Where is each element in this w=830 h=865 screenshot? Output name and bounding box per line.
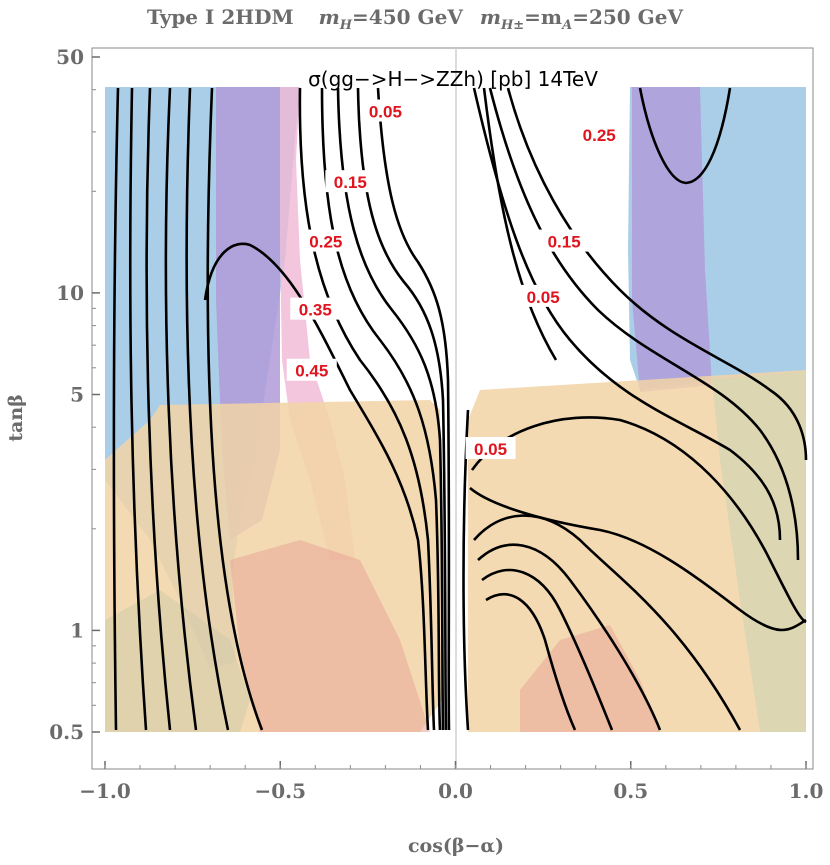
contour-line [206,87,264,731]
contour-lines [112,87,808,731]
x-tick-label: 0.5 [613,779,648,803]
contour-line [469,487,807,632]
purple-region-right [632,87,712,392]
y-tick-label: 1 [70,618,84,642]
contour-label-bg [325,170,376,193]
contour-line [185,87,230,731]
y-axis-label: tanβ [5,394,27,442]
x-tick-label: −0.5 [254,779,306,803]
contour-line [485,593,577,731]
x-tick-label: 1.0 [789,779,824,803]
contour-label-bg [465,437,516,460]
x-tick-label: 0.0 [438,779,473,803]
contour-label: 0.15 [548,233,581,252]
contour-label: 0.05 [474,440,507,459]
contour-line [506,87,808,461]
contour-line [482,87,558,361]
contour-label-bg [518,284,569,307]
y-axis: 0.5 1 5 10 50 [49,45,100,744]
inset-title: σ(gg−>H−>ZZh) [pb] 14TeV [308,67,598,91]
contour-labels: 0.05 0.15 0.25 0.35 0.45 0.25 0.15 0.05 0.05 [286,99,625,460]
x-axis: −1.0 −0.5 0.0 0.5 1.0 [79,761,823,803]
contour-line [477,543,662,731]
contour-line [203,242,430,731]
y-tick-label: 50 [56,45,84,69]
contour-line [638,87,732,185]
contour-label-bg [286,358,337,381]
contour-label-bg [360,99,411,122]
contour-line [488,87,800,561]
contour-label: 0.05 [527,288,560,307]
red-region-left [230,540,430,732]
contour-line [376,87,451,731]
y-tick-label: 10 [56,281,84,305]
greenish-region-left [105,590,250,732]
contour-label: 0.05 [369,103,402,122]
contour-line [164,87,198,731]
contour-line [472,87,782,541]
contour-label-bg [574,122,625,145]
contour-line [470,416,807,624]
contour-line [481,568,614,731]
greenish-region-right [712,372,806,732]
contour-label: 0.45 [295,362,328,381]
contour-label: 0.25 [309,233,342,252]
x-axis-label: cos(β−α) [408,835,504,857]
contour-line [356,87,448,731]
contour-line [145,87,172,731]
x-tick-label: −1.0 [79,779,131,803]
contour-label: 0.15 [334,173,367,192]
y-tick-label: 5 [70,383,84,407]
contour-label-bg [300,229,351,252]
contour-line [473,514,742,731]
contour-label-bg [539,229,590,252]
contour-label-bg [290,297,341,320]
contour-line [336,87,445,731]
contour-line [128,87,148,731]
contour-label: 0.25 [583,126,616,145]
contour-label: 0.35 [299,301,332,320]
contour-line [112,87,120,731]
y-tick-label: 0.5 [49,720,84,744]
chart-title: Type I 2HDM mH=450 GeV mH±=mA=250 GeV [147,5,683,33]
